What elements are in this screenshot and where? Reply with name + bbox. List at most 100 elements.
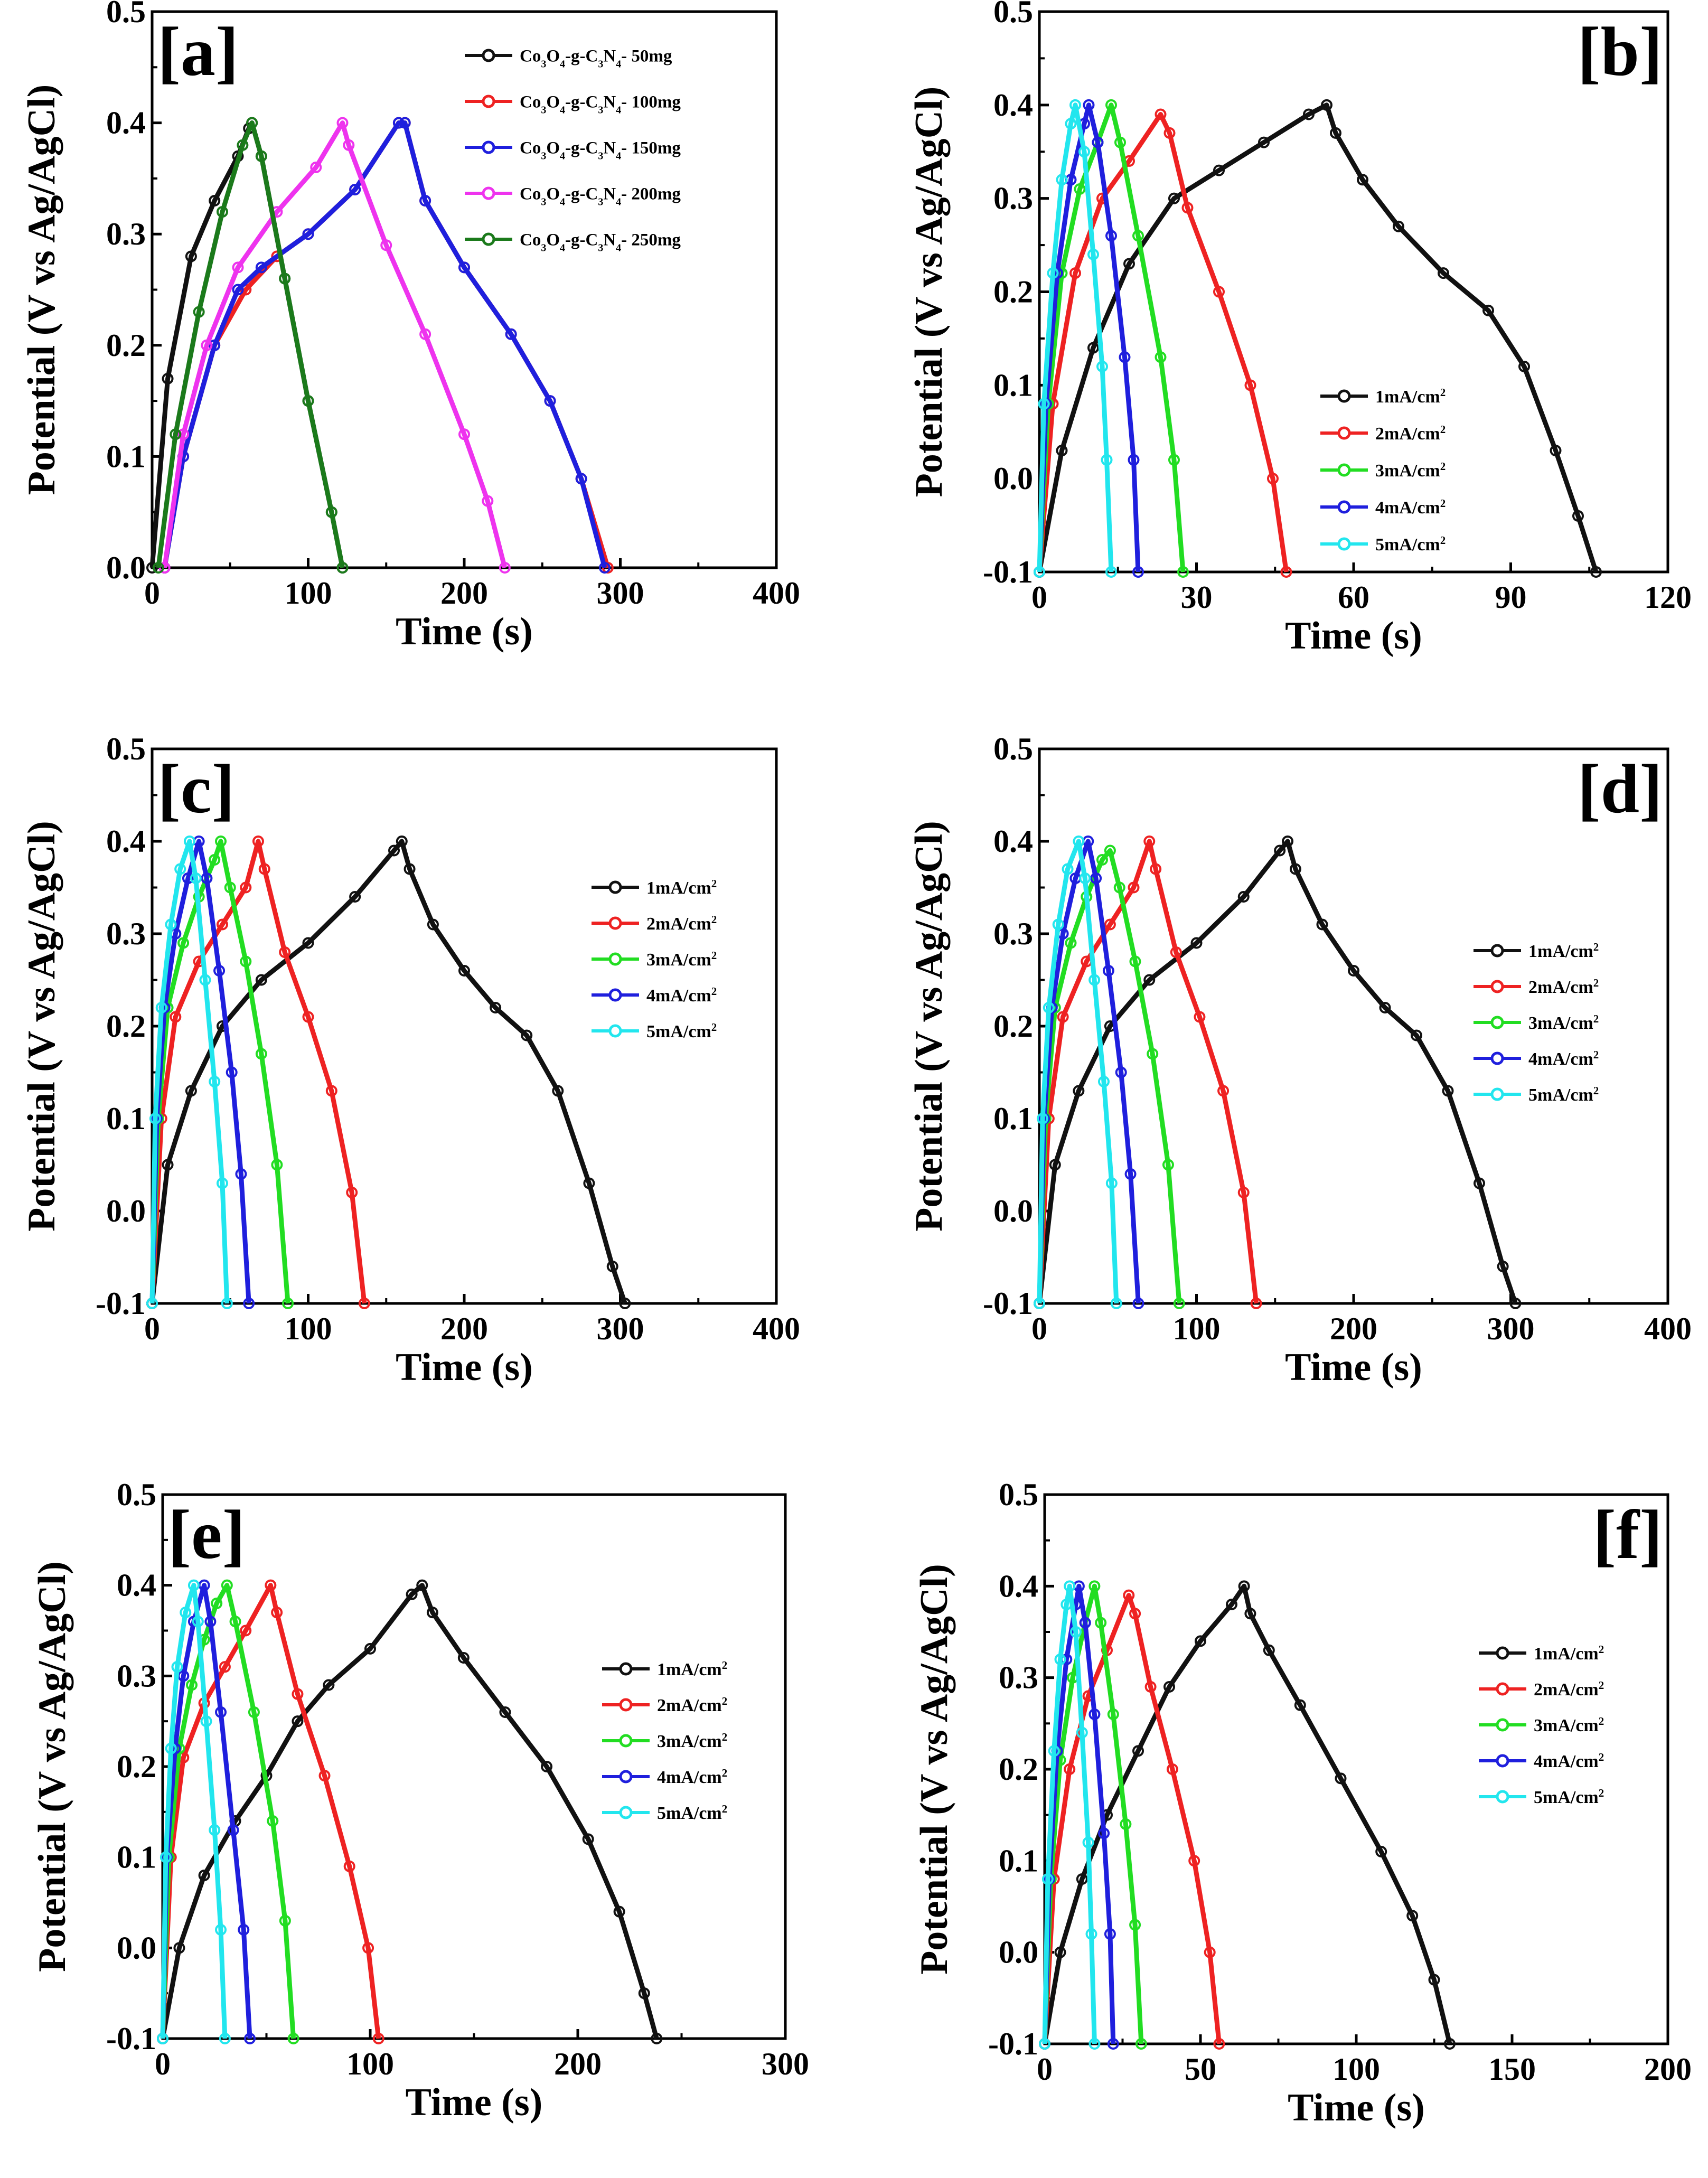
data-point (1294, 1699, 1306, 1711)
data-point (193, 306, 205, 318)
data-point (1213, 286, 1225, 298)
data-point (1107, 1708, 1119, 1720)
data-point (177, 937, 190, 949)
legend-label: Co3O4-g-C3N4- 50mg (520, 47, 672, 70)
data-point (1087, 342, 1099, 354)
panel-label: [a] (157, 13, 239, 90)
data-point (243, 1298, 255, 1309)
x-axis-label: Time (s) (1288, 2086, 1425, 2129)
legend-item: 5mA/cm2 (1320, 534, 1446, 555)
data-point (364, 1642, 376, 1655)
data-point (238, 1924, 250, 1936)
data-point (1052, 918, 1064, 931)
data-point (292, 1715, 304, 1728)
legend-marker (619, 1806, 633, 1819)
legend-label: 2mA/cm2 (1528, 977, 1599, 997)
data-point (1124, 1168, 1137, 1180)
data-point (1073, 1085, 1085, 1097)
data-point (165, 1742, 177, 1754)
x-axis-label: Time (s) (1285, 1346, 1422, 1389)
legend-item: 2mA/cm2 (1474, 977, 1599, 997)
data-point (1237, 1187, 1250, 1198)
legend-label: 2mA/cm2 (657, 1695, 727, 1715)
y-tick-label: 0.4 (106, 106, 146, 140)
data-point (544, 395, 556, 407)
data-point (174, 863, 186, 875)
x-axis-label: Time (s) (396, 610, 533, 653)
data-point (1082, 1836, 1094, 1848)
data-point (1105, 566, 1117, 578)
data-point (1482, 304, 1494, 316)
data-point (1147, 1048, 1159, 1060)
legend-item: 1mA/cm2 (1474, 941, 1599, 961)
data-point (1162, 1159, 1174, 1171)
data-point (287, 2033, 299, 2044)
data-point (215, 835, 227, 847)
data-point (1282, 835, 1294, 847)
data-point (583, 1177, 595, 1189)
data-point (1168, 192, 1180, 204)
data-point (1088, 1708, 1101, 1720)
legend-marker (482, 140, 495, 154)
data-point (1069, 267, 1081, 279)
data-point (1316, 918, 1328, 931)
y-axis-label: Potential (V vs Ag/AgCl) (20, 821, 63, 1232)
legend-label: Co3O4-g-C3N4- 200mg (520, 185, 681, 208)
data-point (209, 1824, 221, 1836)
legend-marker (1490, 980, 1504, 993)
data-point (427, 918, 439, 931)
data-point (482, 495, 494, 507)
series-b-3 (1034, 99, 1189, 578)
y-tick-label: 0.2 (999, 1752, 1038, 1787)
y-tick-label: -0.1 (983, 1286, 1033, 1321)
data-point (1073, 835, 1085, 847)
data-point (1119, 351, 1131, 363)
legend-label: Co3O4-g-C3N4- 100mg (520, 93, 681, 116)
legend-item: 1mA/cm2 (592, 877, 717, 898)
legend-item: 1mA/cm2 (1479, 1643, 1604, 1664)
series-f-2 (1039, 1589, 1225, 2050)
x-tick-label: 100 (346, 2046, 394, 2081)
data-point (505, 328, 517, 340)
panel-label: [f] (1593, 1496, 1663, 1573)
series-c-5 (146, 835, 233, 1309)
data-point (1195, 1635, 1206, 1647)
x-tick-label: 300 (597, 1311, 644, 1346)
data-point (185, 250, 197, 262)
x-tick-label: 100 (1173, 1311, 1221, 1346)
data-point (1088, 2038, 1101, 2050)
legend-item: 4mA/cm2 (1320, 497, 1446, 518)
data-point (1155, 351, 1167, 363)
data-point (1074, 183, 1086, 195)
y-tick-label: 0.0 (993, 461, 1033, 496)
data-point (170, 428, 182, 440)
series-line (1037, 102, 1186, 572)
legend-item: 4mA/cm2 (1474, 1048, 1599, 1069)
series-line (149, 839, 627, 1304)
legend-label: Co3O4-g-C3N4- 250mg (520, 231, 681, 254)
legend-item: Co3O4-g-C3N4- 150mg (465, 139, 681, 162)
data-point (229, 1616, 241, 1628)
data-point (271, 1159, 283, 1171)
series-line (162, 120, 508, 569)
y-tick-label: 0.5 (106, 731, 146, 766)
data-point (244, 2033, 256, 2044)
series-f-5 (1039, 1580, 1101, 2050)
legend-marker (1496, 1718, 1509, 1732)
data-point (1056, 174, 1068, 186)
y-tick-label: 0.4 (106, 824, 146, 859)
x-tick-label: 0 (144, 1311, 160, 1346)
data-point (1087, 248, 1099, 260)
y-tick-label: 0.4 (999, 1569, 1038, 1603)
data-point (575, 473, 587, 485)
data-point (325, 1085, 337, 1097)
data-point (1280, 566, 1292, 578)
data-point (1129, 1919, 1141, 1931)
y-tick-label: 0.0 (999, 1935, 1038, 1970)
y-tick-label: 0.3 (993, 916, 1033, 951)
data-point (336, 562, 349, 574)
data-point (1497, 1261, 1509, 1272)
data-point (380, 239, 392, 251)
data-point (216, 206, 228, 218)
data-point (1129, 1608, 1141, 1620)
